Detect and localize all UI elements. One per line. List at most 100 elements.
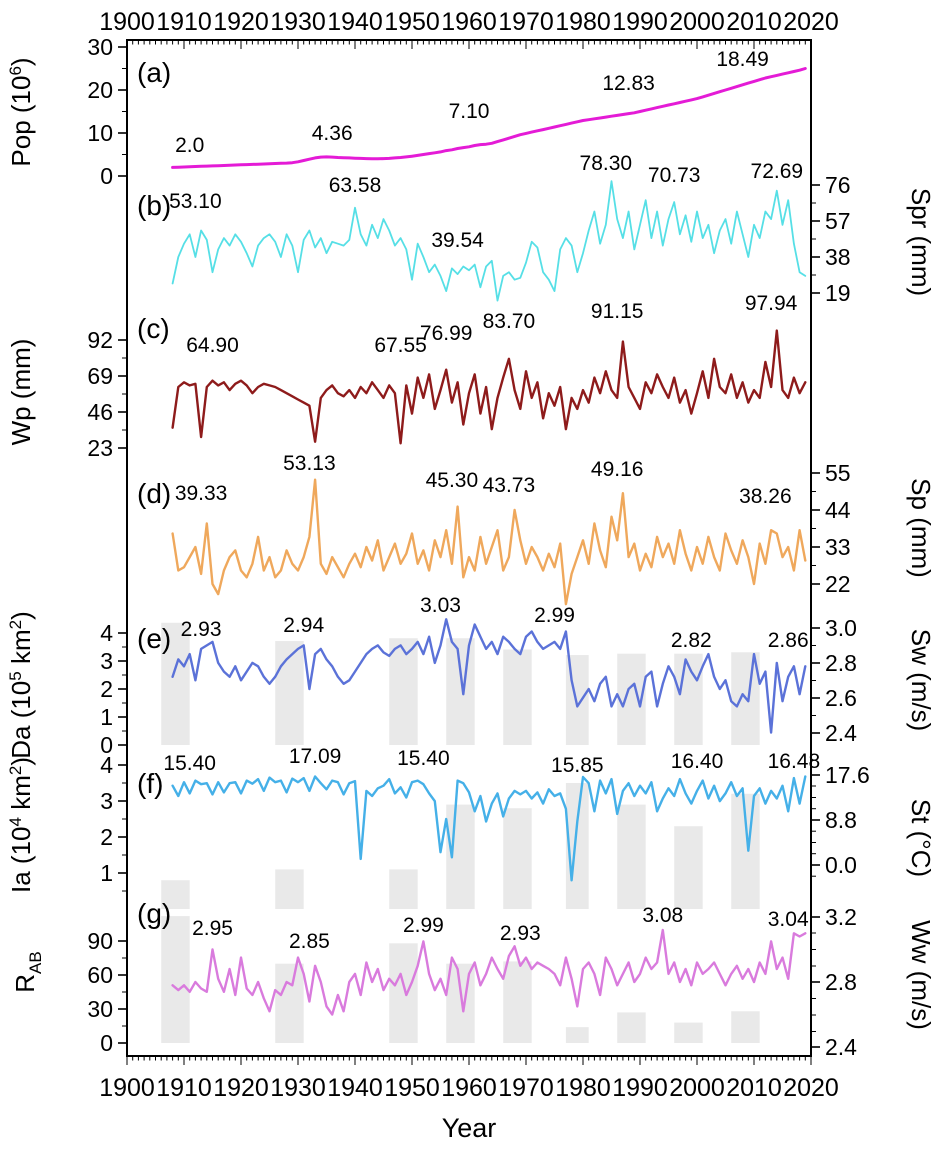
period-bar [503,961,532,1043]
y-axis-f-right: 17.6 8.8 0.0 [811,762,870,878]
data-label: 38.26 [739,485,792,508]
y-tick-label: 69 [87,363,113,389]
data-label: 2.86 [768,629,809,652]
y-tick-label: 60 [87,962,113,988]
panel-e: (e) 2.93 2.94 3.03 2.99 2.82 2.86 [137,594,809,734]
x-tick-label-bottom: 1950 [384,1074,440,1102]
y-tick-label: 10 [87,120,113,146]
data-label: 53.13 [283,452,336,475]
x-tick-label-bottom: 2010 [726,1074,782,1102]
period-bar [389,943,418,1043]
y-tick-label: 3.0 [825,615,857,641]
x-tick-label-top: 2010 [726,8,782,36]
panel-f: (f)15.40 17.09 15.40 15.85 16.40 16.48 [137,745,820,882]
axis-title-Sp: Sp (mm) [906,478,936,578]
annotations-panel-f: 15.40 17.09 15.40 15.85 16.40 16.48 [163,745,820,777]
data-label: 7.10 [449,100,490,123]
data-label: 16.40 [671,750,724,773]
y-tick-label: 2.8 [825,969,857,995]
axis-title-Pop: Pop (106) [6,57,36,166]
series-line-Spr [171,180,807,302]
data-label: 83.70 [483,310,536,333]
y-tick-label: 92 [87,327,113,353]
period-bar [446,963,475,1043]
x-tick-label-bottom: 1910 [156,1074,212,1102]
y-axis-a-left: 30 20 10 0 [87,34,127,189]
highlight-bars-panel-g [161,916,760,1043]
period-bar [674,1022,703,1043]
annotations-panel-g: 2.95 2.85 2.99 2.93 3.08 3.04 [192,904,809,953]
x-tick-label-top: 2020 [783,8,839,36]
period-bar [389,638,418,745]
x-axis-title: Year [442,1113,497,1143]
data-label: 76.99 [420,322,473,345]
y-tick-label: 8.8 [825,807,857,833]
axis-title-Wp: Wp (mm) [6,339,36,446]
y-tick-label: 4 [100,620,113,646]
data-label: 39.54 [431,229,484,252]
data-label: 2.95 [192,917,233,940]
y-tick-label: 44 [825,497,851,523]
series-line-Sw [171,618,807,734]
y-axis-g-bars-left: 90 60 30 0 [87,928,127,1056]
panel-tag-a: (a) [137,57,171,88]
panel-tag-d: (d) [137,478,171,509]
x-tick-label-top: 2000 [669,8,725,36]
y-axis-b-right: 76 57 38 19 [811,172,851,306]
period-bar [565,1027,589,1043]
data-label: 15.40 [163,752,216,775]
y-tick-label: 76 [825,172,851,198]
panel-tag-e: (e) [137,623,171,654]
x-tick-label-top: 1950 [384,8,440,36]
data-label: 2.93 [181,618,222,641]
panel-tag-b: (b) [137,190,171,221]
y-tick-label: 2.6 [825,685,857,711]
y-tick-label: 3 [100,788,113,814]
data-label: 39.33 [175,482,228,505]
x-tick-label-bottom: 2020 [783,1074,839,1102]
y-tick-label: 33 [825,534,851,560]
y-tick-label: 0.0 [825,852,857,878]
x-tick-label-bottom: 1920 [213,1074,269,1102]
data-label: 43.73 [483,474,536,497]
y-axis-g-right: 3.2 2.8 2.4 [811,904,857,1060]
x-tick-label-top: 1940 [327,8,383,36]
data-label: 3.04 [768,908,809,931]
period-bar [674,653,703,745]
y-tick-label: 0 [100,732,113,758]
period-bar [446,804,475,909]
panel-a: (a) 2.0 4.36 7.10 12.83 18.49 [137,48,807,169]
period-bar [503,808,532,909]
axis-title-Da: Da (105 km2) [6,611,36,759]
highlight-bars-panel-e [161,622,760,745]
data-label: 2.82 [671,629,712,652]
y-axis-d-right: 55 44 33 22 [811,460,851,597]
y-tick-label: 1 [100,704,113,730]
annotations-panel-b: 53.10 63.58 39.54 78.30 70.73 72.69 [169,152,803,252]
data-label: 18.49 [716,48,769,71]
axis-title-Sw: Sw (m/s) [906,629,936,732]
period-bar [617,804,646,909]
axis-title-Ia: Ia (104 km2) [6,757,36,893]
data-label: 17.09 [289,745,342,768]
y-tick-label: 30 [87,34,113,60]
period-bar [674,826,703,909]
series-line-Wp [171,329,807,445]
y-tick-label: 38 [825,244,851,270]
data-label: 2.94 [283,614,324,637]
annotations-panel-a: 2.0 4.36 7.10 12.83 18.49 [175,48,769,157]
x-tick-label-bottom: 1980 [555,1074,611,1102]
y-axis-c-left: 92 69 46 23 [87,327,127,461]
y-tick-label: 1 [100,860,113,886]
y-tick-label: 90 [87,928,113,954]
data-label: 78.30 [580,152,633,175]
panel-tag-g: (g) [137,898,171,929]
data-label: 97.94 [745,292,798,315]
axis-title-RAB: RAB [10,951,45,992]
y-axis-e-right: 3.0 2.8 2.6 2.4 [811,615,857,746]
axis-title-Spr: Spr (mm) [906,188,936,296]
y-axis-f-bars-left: 4 3 2 1 [100,752,127,892]
